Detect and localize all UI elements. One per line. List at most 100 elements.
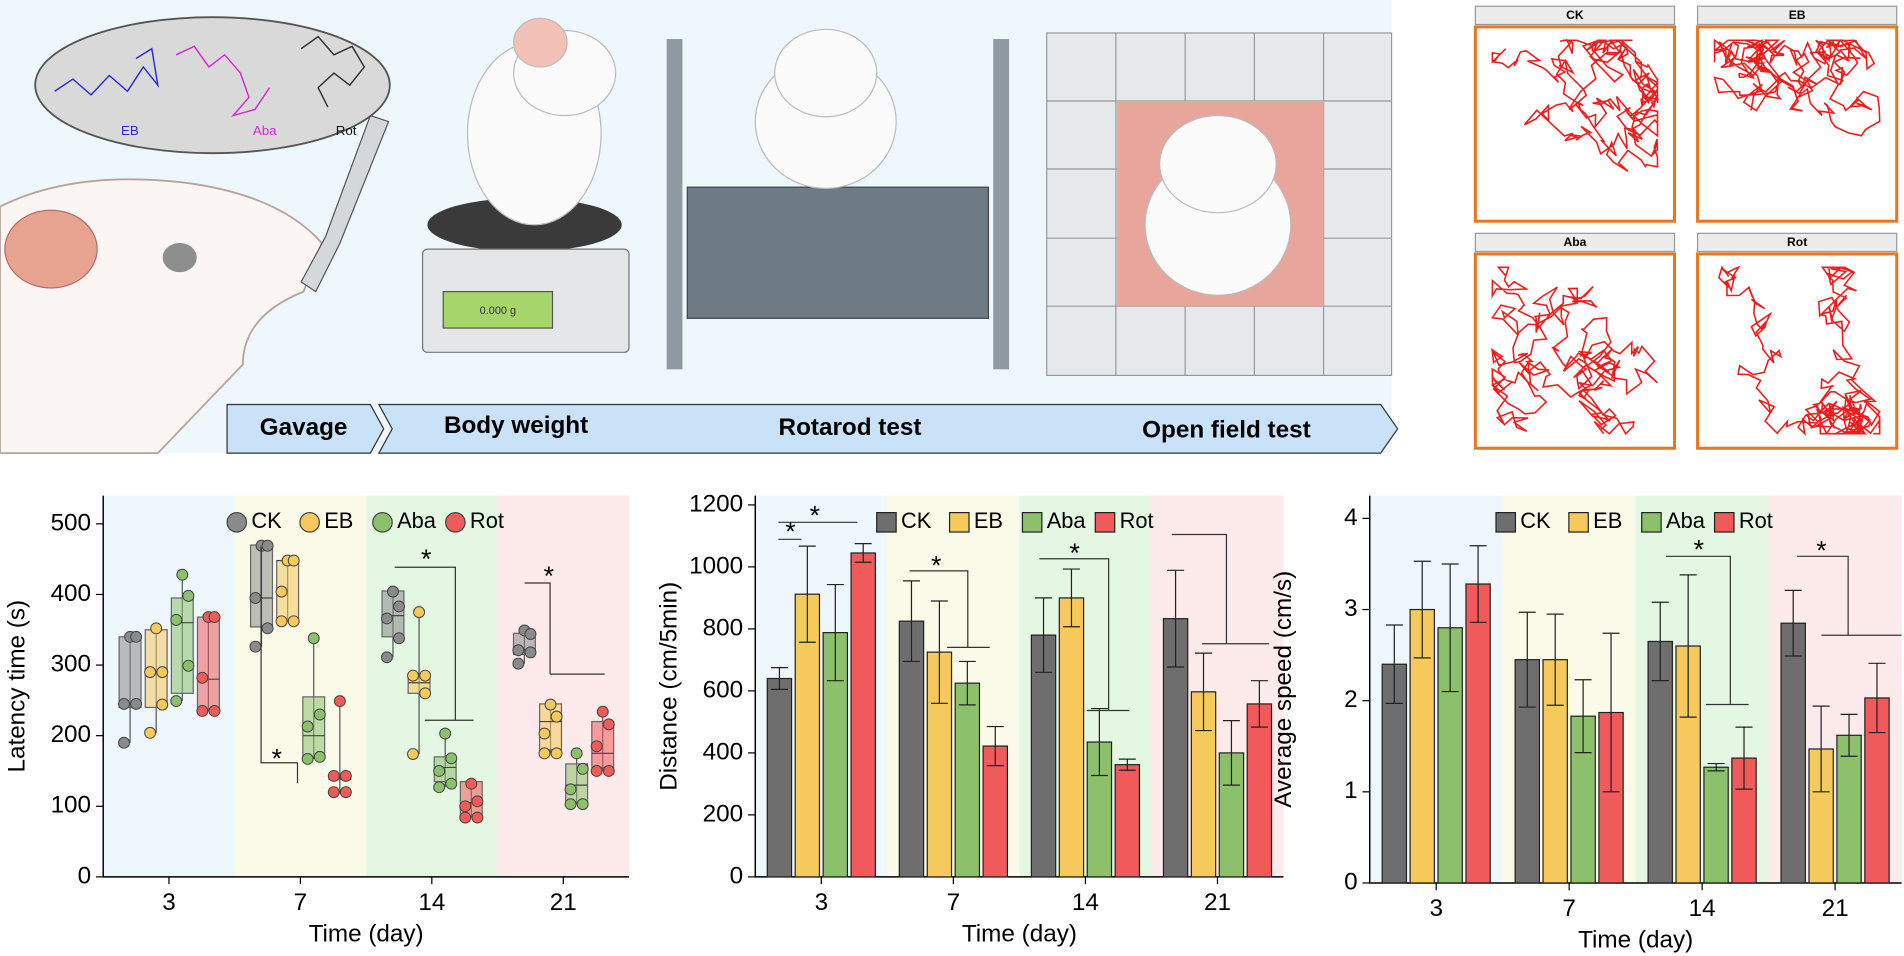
error-bar: [1413, 560, 1431, 659]
significance-bracket: [909, 570, 969, 648]
error-bar: [1679, 574, 1697, 718]
y-tick-label: 400: [51, 580, 92, 607]
data-point: [208, 705, 221, 717]
legend-marker: [299, 512, 320, 533]
data-point: [413, 606, 426, 619]
bar: [898, 620, 925, 878]
scale-display: [442, 290, 554, 329]
panel-frame: [1473, 25, 1677, 223]
data-point: [590, 740, 603, 753]
significance-mark: *: [1069, 538, 1079, 568]
error-bar: [1118, 758, 1136, 771]
error-bar: [1574, 679, 1592, 754]
panel-header: [1696, 232, 1898, 253]
data-point: [471, 795, 484, 808]
data-point: [576, 798, 589, 811]
data-point: [182, 589, 195, 602]
molecule-label: Rot: [336, 123, 357, 138]
data-point: [249, 640, 262, 653]
step-label: Gavage: [260, 414, 348, 441]
molecule-label: Aba: [253, 123, 277, 138]
data-point: [156, 698, 169, 711]
scale-plate: [427, 198, 622, 252]
legend-label: EB: [974, 508, 1003, 533]
error-bar: [930, 600, 948, 704]
step-label: Rotarod test: [779, 414, 922, 441]
error-bar: [1090, 707, 1108, 777]
data-point: [445, 777, 458, 790]
error-bar: [1784, 589, 1802, 657]
data-point: [524, 646, 537, 659]
error-bar: [1062, 568, 1080, 628]
data-point: [387, 585, 399, 598]
legend-marker: [1094, 512, 1116, 533]
error-bar: [1651, 601, 1669, 682]
y-tick-label: 1: [1344, 777, 1358, 804]
bar: [1114, 764, 1141, 878]
legend-marker: [226, 512, 248, 533]
error-bar: [902, 580, 920, 663]
error-bar: [1546, 613, 1564, 706]
error-bar: [1469, 545, 1487, 623]
panel-title: CK: [1566, 8, 1584, 22]
y-tick-label: 800: [703, 614, 744, 641]
data-point: [275, 615, 288, 628]
data-point: [433, 765, 446, 777]
data-point: [196, 671, 209, 684]
y-tick-label: 0: [1344, 868, 1358, 895]
data-point: [118, 736, 130, 749]
data-point: [576, 762, 589, 775]
y-tick-label: 300: [51, 650, 92, 677]
tracking-panels: CK EB Aba Rot: [1473, 5, 1899, 450]
y-tick-label: 600: [703, 676, 744, 703]
legend-marker: [1495, 512, 1517, 533]
x-axis-title: Time (day): [1578, 927, 1693, 954]
y-tick-label: 200: [703, 800, 744, 827]
track-path: [1490, 266, 1659, 435]
error-bar: [1707, 762, 1725, 772]
step-label: Open field test: [1142, 417, 1311, 444]
panel-header: [1474, 5, 1676, 26]
data-point: [419, 687, 432, 700]
data-point: [407, 669, 419, 682]
error-bar: [1222, 720, 1240, 786]
data-point: [393, 600, 405, 613]
legend-label: Aba: [1666, 508, 1706, 533]
legend-marker: [1568, 512, 1589, 533]
data-point: [544, 698, 557, 711]
legend-label: CK: [901, 508, 932, 533]
data-point: [439, 727, 452, 740]
error-bar: [1250, 680, 1268, 728]
legend-marker: [876, 512, 897, 533]
bar: [954, 682, 981, 878]
legend-marker: [1641, 512, 1662, 533]
y-tick-label: 400: [703, 738, 744, 765]
y-tick-label: 2: [1344, 686, 1358, 713]
bar: [1836, 734, 1862, 884]
y-tick-label: 200: [51, 721, 92, 748]
significance-bracket: [1171, 533, 1228, 644]
significance-bracket: [524, 582, 551, 675]
legend-marker: [1021, 512, 1043, 533]
panel-header: [1474, 232, 1676, 253]
significance-mark: *: [421, 544, 431, 574]
molecule-eb: [54, 47, 160, 96]
x-tick-label: 21: [1204, 889, 1231, 916]
data-point: [156, 666, 169, 679]
y-tick-label: 4: [1344, 504, 1358, 531]
chart: 0 100 200 300 400 500 3 7 14 21 Time (day) Latency …: [4, 495, 629, 948]
significance-bracket: [260, 546, 298, 764]
data-point: [602, 718, 615, 731]
x-tick-label: 21: [1822, 895, 1849, 922]
y-axis-title: Latency time (s): [4, 600, 31, 773]
data-point: [550, 747, 563, 760]
bar: [1703, 766, 1729, 884]
x-tick-label: 14: [1072, 889, 1099, 916]
error-bar: [798, 545, 816, 643]
y-tick-label: 0: [78, 862, 92, 889]
significance-mark: *: [810, 501, 820, 531]
y-tick-label: 1000: [689, 552, 743, 579]
illustration: EB Aba Rot 0.000 g Gavage Body weight Ro…: [0, 0, 1399, 455]
data-point: [313, 750, 326, 763]
data-point: [287, 554, 300, 567]
